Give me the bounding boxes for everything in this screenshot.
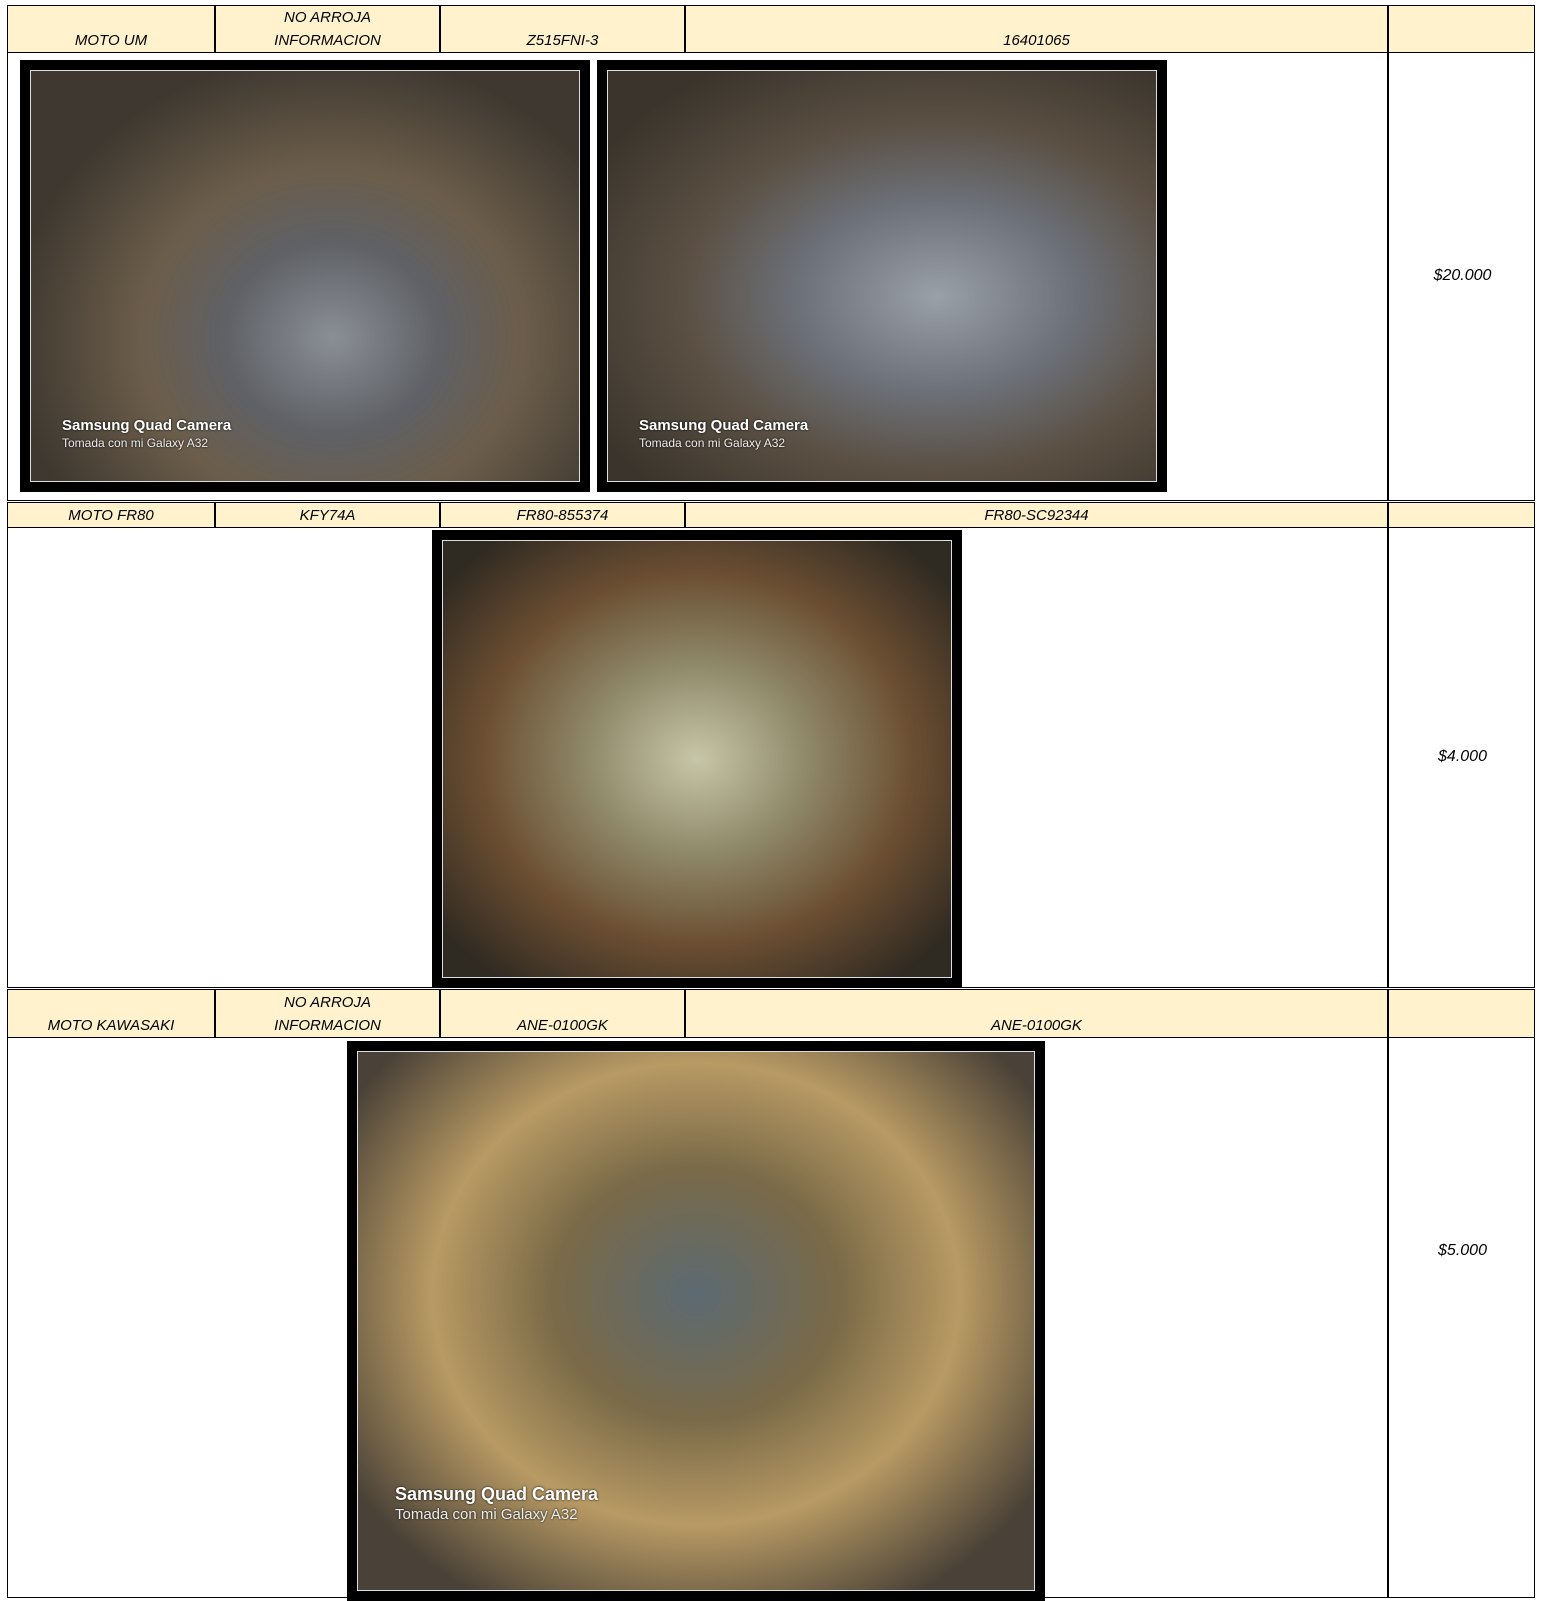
motorcycle-photo: Samsung Quad Camera Tomada con mi Galaxy … <box>597 60 1167 492</box>
header-cell <box>1388 502 1535 528</box>
price-cell <box>1388 53 1535 501</box>
header-cell: MOTO UM <box>7 5 215 53</box>
price: $4.000 <box>1438 748 1487 765</box>
header-cell: NO ARROJA INFORMACION <box>215 5 440 53</box>
photo-frame <box>357 1051 1035 1591</box>
motorcycle-photo: Samsung Quad Camera Tomada con mi Galaxy … <box>347 1041 1045 1601</box>
photo-frame <box>607 70 1157 482</box>
photo-watermark: Tomada con mi Galaxy A32 <box>639 436 786 450</box>
photo-cell <box>7 53 1388 501</box>
header-cell: FR80-855374 <box>440 502 685 528</box>
header-cell <box>1388 5 1535 53</box>
header-cell: 16401065 <box>685 5 1388 53</box>
price-cell <box>1388 1038 1535 1598</box>
motorcycle-photo: Samsung Quad Camera Tomada con mi Galaxy … <box>20 60 590 492</box>
header-cell: FR80-SC92344 <box>685 502 1388 528</box>
photo-frame <box>30 70 580 482</box>
photo-watermark: Samsung Quad Camera <box>62 417 232 434</box>
motorcycle-photo <box>432 530 962 988</box>
photo-watermark: Samsung Quad Camera <box>639 417 809 434</box>
photo-frame <box>442 540 952 978</box>
price: $20.000 <box>1433 267 1492 284</box>
photo-watermark: Tomada con mi Galaxy A32 <box>62 436 209 450</box>
header-cell: ANE-0100GK <box>440 989 685 1038</box>
header-cell <box>1388 989 1535 1038</box>
header-cell: NO ARROJA INFORMACION <box>215 989 440 1038</box>
header-cell: KFY74A <box>215 502 440 528</box>
header-cell: MOTO KAWASAKI <box>7 989 215 1038</box>
price-cell <box>1388 528 1535 988</box>
header-cell: Z515FNI-3 <box>440 5 685 53</box>
photo-watermark: Samsung Quad Camera <box>395 1484 599 1504</box>
header-cell: ANE-0100GK <box>685 989 1388 1038</box>
photo-watermark: Tomada con mi Galaxy A32 <box>395 1506 578 1523</box>
header-cell: MOTO FR80 <box>7 502 215 528</box>
price: $5.000 <box>1438 1242 1487 1259</box>
